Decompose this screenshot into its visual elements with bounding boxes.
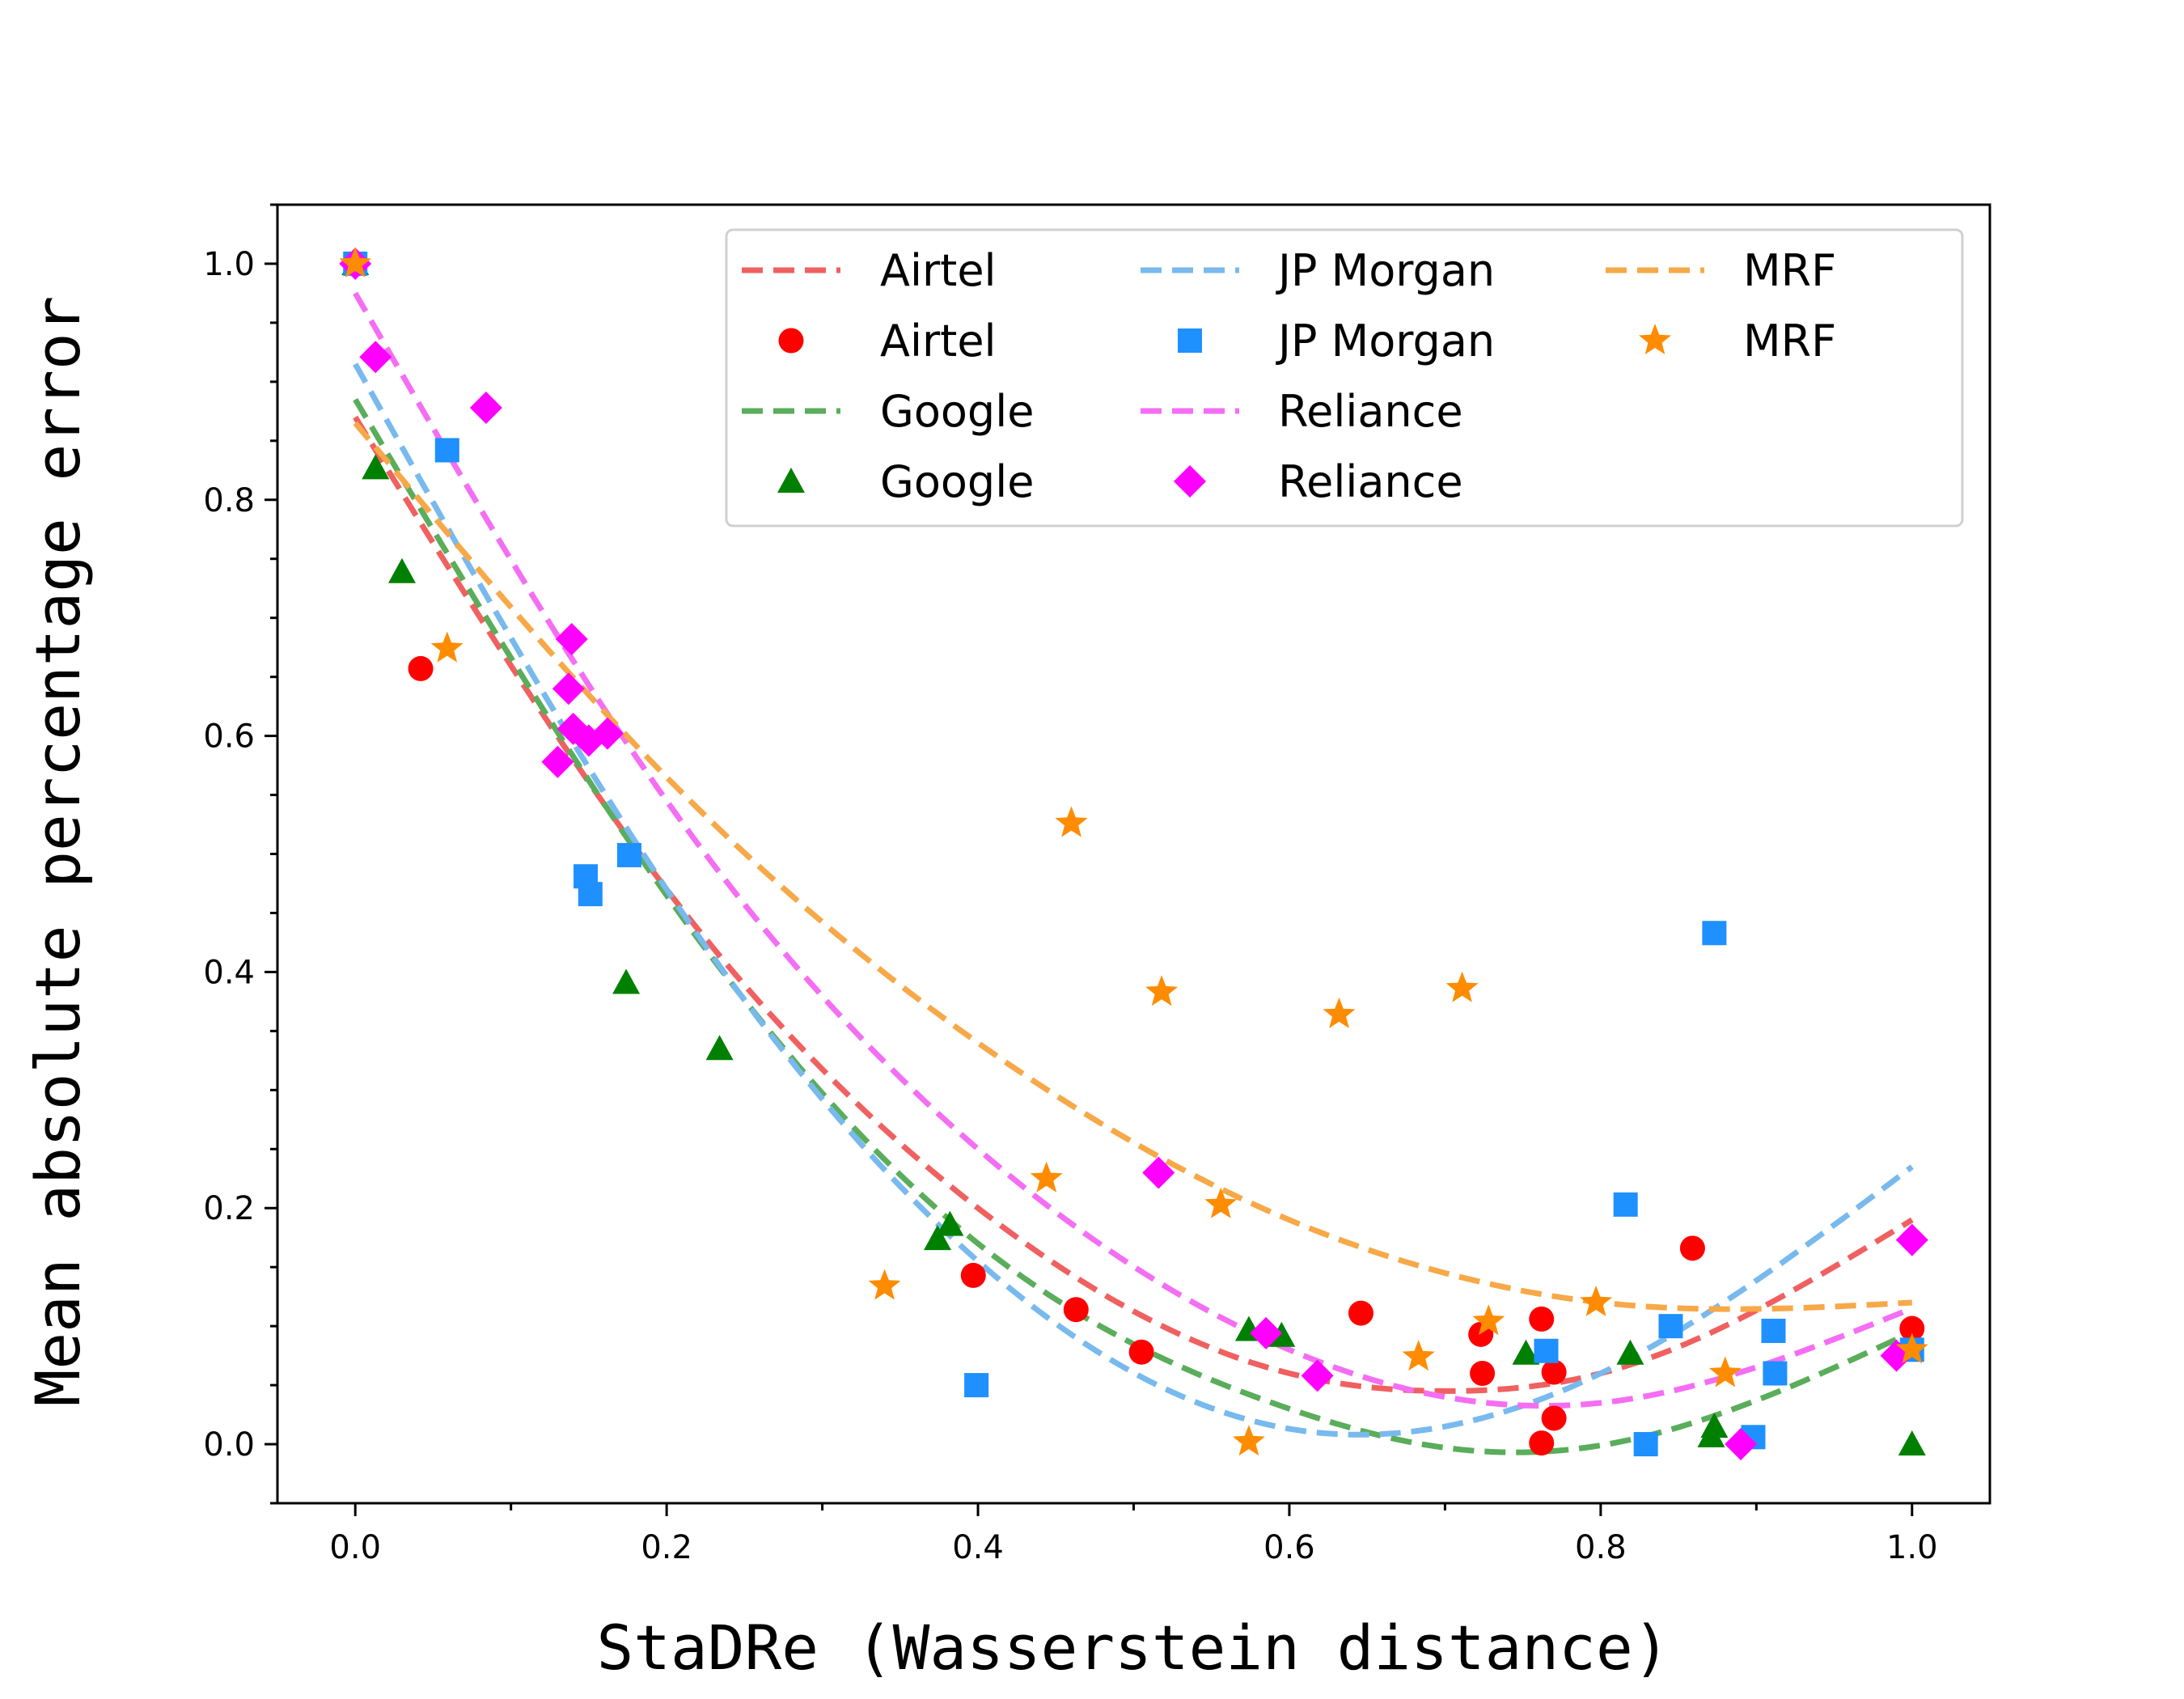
point-reliance bbox=[1250, 1316, 1283, 1349]
fit-line-reliance bbox=[353, 291, 1914, 1409]
y-tick-label: 1.0 bbox=[203, 246, 255, 283]
fit-line-jp-morgan bbox=[353, 362, 1914, 1438]
point-mrf bbox=[1145, 975, 1179, 1006]
point-mrf bbox=[430, 631, 463, 663]
point-airtel bbox=[960, 1262, 986, 1288]
point-airtel bbox=[1529, 1430, 1555, 1456]
point-google bbox=[1700, 1413, 1729, 1438]
point-mrf bbox=[1323, 997, 1356, 1028]
point-reliance bbox=[359, 341, 392, 374]
x-tick-label: 0.4 bbox=[952, 1529, 1004, 1566]
point-google bbox=[705, 1035, 734, 1061]
legend-marker-reliance bbox=[1174, 465, 1206, 498]
point-airtel bbox=[1348, 1300, 1373, 1326]
legend-box bbox=[725, 228, 1964, 527]
point-jp-morgan bbox=[1763, 1361, 1788, 1386]
point-airtel bbox=[1679, 1235, 1705, 1261]
x-tick-label: 0.6 bbox=[1263, 1529, 1315, 1566]
point-jp-morgan bbox=[1534, 1338, 1559, 1363]
point-airtel bbox=[1470, 1361, 1496, 1386]
point-google bbox=[1898, 1430, 1926, 1456]
y-tick-label: 0.6 bbox=[203, 718, 255, 756]
point-mrf bbox=[1232, 1425, 1265, 1456]
legend-label: JP Morgan bbox=[1276, 316, 1495, 366]
point-google bbox=[387, 557, 416, 583]
legend-label: Reliance bbox=[1278, 456, 1463, 507]
point-google bbox=[1512, 1339, 1540, 1365]
legend: Airtel Airtel Google Google JP Morgan JP Morg… bbox=[725, 228, 1964, 527]
x-tick-label: 1.0 bbox=[1886, 1529, 1938, 1566]
point-airtel bbox=[1128, 1339, 1154, 1365]
point-mrf bbox=[868, 1269, 901, 1300]
axes: 0.0 0.2 0.4 0.6 0.8 1.0 0.0 0.2 0.4 0.6 0.8 1.0 bbox=[203, 203, 1991, 1566]
point-airtel bbox=[408, 655, 434, 681]
point-mrf bbox=[1030, 1161, 1063, 1193]
point-jp-morgan bbox=[616, 842, 641, 867]
x-tick-label: 0.2 bbox=[641, 1529, 692, 1566]
point-jp-morgan bbox=[1613, 1192, 1638, 1217]
point-google bbox=[924, 1225, 952, 1251]
plot-area bbox=[339, 247, 1928, 1461]
point-jp-morgan bbox=[1633, 1432, 1658, 1457]
legend-marker-airtel bbox=[778, 328, 804, 354]
point-mrf bbox=[1580, 1286, 1613, 1316]
point-reliance bbox=[469, 391, 502, 424]
point-mrf bbox=[1708, 1356, 1742, 1388]
legend-label: MRF bbox=[1743, 245, 1836, 296]
point-reliance bbox=[1142, 1156, 1175, 1189]
legend-label: Google bbox=[880, 386, 1034, 437]
point-jp-morgan bbox=[1761, 1318, 1786, 1343]
point-google bbox=[936, 1210, 964, 1236]
y-axis-title: Mean absolute percentage error bbox=[22, 296, 94, 1407]
point-jp-morgan bbox=[434, 438, 459, 463]
point-jp-morgan bbox=[1702, 921, 1727, 946]
legend-label: Reliance bbox=[1278, 386, 1463, 437]
point-google bbox=[362, 454, 390, 480]
point-airtel bbox=[1541, 1405, 1567, 1431]
point-mrf bbox=[1472, 1304, 1505, 1336]
point-airtel bbox=[1063, 1297, 1089, 1323]
point-google bbox=[1616, 1339, 1644, 1365]
point-mrf bbox=[1445, 971, 1479, 1002]
point-reliance bbox=[541, 745, 574, 778]
point-airtel bbox=[1529, 1306, 1555, 1332]
y-tick-label: 0.0 bbox=[203, 1426, 255, 1464]
point-mrf bbox=[339, 247, 372, 278]
point-jp-morgan bbox=[578, 882, 603, 907]
legend-label: JP Morgan bbox=[1276, 245, 1495, 296]
point-mrf bbox=[1055, 806, 1088, 837]
point-jp-morgan bbox=[1658, 1314, 1683, 1339]
x-tick-label: 0.8 bbox=[1575, 1529, 1627, 1566]
point-reliance bbox=[1725, 1428, 1758, 1461]
point-reliance bbox=[555, 622, 588, 655]
point-airtel bbox=[1899, 1316, 1925, 1341]
x-tick-label: 0.0 bbox=[329, 1529, 381, 1566]
point-google bbox=[612, 968, 641, 994]
y-tick-label: 0.8 bbox=[203, 482, 255, 519]
point-mrf bbox=[1204, 1187, 1238, 1218]
legend-label: Airtel bbox=[880, 316, 997, 366]
legend-marker-mrf bbox=[1639, 324, 1671, 354]
point-mrf bbox=[1402, 1340, 1435, 1371]
x-axis-title: StaDRe (Wasserstein distance) bbox=[597, 1612, 1670, 1684]
legend-marker-jp-morgan bbox=[1178, 328, 1202, 353]
point-reliance bbox=[591, 717, 624, 750]
legend-label: Airtel bbox=[880, 245, 997, 296]
legend-label: MRF bbox=[1743, 316, 1836, 366]
fit-line-mrf bbox=[353, 421, 1912, 1312]
point-jp-morgan bbox=[964, 1373, 989, 1398]
point-reliance bbox=[1301, 1359, 1334, 1392]
legend-marker-google bbox=[777, 468, 805, 493]
y-tick-label: 0.4 bbox=[203, 954, 255, 991]
point-reliance bbox=[1895, 1223, 1928, 1256]
point-reliance bbox=[552, 672, 585, 705]
point-airtel bbox=[1541, 1359, 1567, 1385]
point-mrf bbox=[1895, 1333, 1928, 1364]
y-tick-label: 0.2 bbox=[203, 1190, 255, 1227]
legend-label: Google bbox=[880, 456, 1034, 507]
